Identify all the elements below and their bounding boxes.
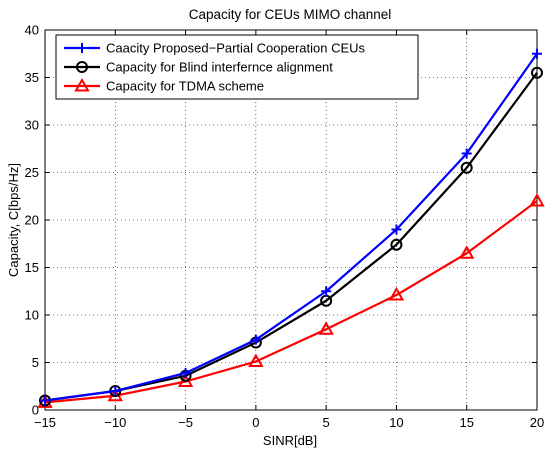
- data-point: [531, 66, 543, 79]
- x-tick-label: 5: [323, 415, 330, 430]
- y-tick-label: 0: [32, 403, 39, 418]
- data-point: [458, 245, 475, 259]
- series-line: [44, 72, 538, 402]
- x-tick-label: −5: [178, 415, 193, 430]
- data-point: [388, 287, 405, 301]
- y-tick-label: 5: [32, 355, 39, 370]
- x-tick-label: 20: [530, 415, 544, 430]
- x-axis-label: SINR[dB]: [263, 433, 317, 448]
- x-tick-labels: −15 −10 −5 0 5 10 15 20: [34, 415, 544, 430]
- data-point: [321, 286, 332, 297]
- y-tick-label: 25: [25, 165, 39, 180]
- y-tick-label: 30: [25, 118, 39, 133]
- data-point: [461, 148, 472, 159]
- data-point: [390, 238, 403, 251]
- data-point: [532, 48, 542, 59]
- data-point: [180, 367, 191, 378]
- legend-box: [55, 34, 419, 100]
- y-tick-label: 10: [25, 308, 39, 323]
- data-point: [318, 321, 334, 335]
- y-tick-label: 40: [25, 23, 39, 38]
- y-tick-label: 15: [25, 260, 39, 275]
- data-point: [529, 192, 545, 207]
- series-lines: [37, 48, 545, 408]
- data-point: [110, 386, 121, 396]
- legend-label: Capacity for Blind interfernce alignment: [106, 60, 333, 75]
- x-tick-label: 0: [252, 415, 259, 430]
- data-point: [37, 394, 53, 408]
- x-tick-label: −15: [34, 415, 56, 430]
- data-point: [250, 334, 261, 345]
- legend-marker: [76, 61, 88, 73]
- series-2: [37, 192, 545, 408]
- legend-label: Caacity Proposed−Partial Cooperation CEU…: [106, 41, 366, 56]
- y-axis-label: Capacity, C[bps/Hz]: [6, 163, 21, 277]
- x-tick-label: 10: [389, 415, 403, 430]
- x-tick-label: −10: [104, 415, 126, 430]
- data-point: [40, 395, 50, 406]
- legend-label: Capacity for TDMA scheme: [106, 79, 264, 94]
- data-point: [460, 161, 473, 174]
- tick-marks: [44, 29, 538, 411]
- series-line: [44, 53, 538, 402]
- x-tick-label: 15: [459, 415, 473, 430]
- data-point: [391, 224, 402, 235]
- chart-title: Capacity for CEUs MIMO channel: [189, 7, 392, 22]
- y-tick-labels: 0 5 10 15 20 25 30 35 40: [25, 23, 39, 418]
- series-line: [44, 200, 538, 404]
- legend-marker: [77, 43, 87, 53]
- y-tick-label: 20: [25, 213, 39, 228]
- legend-marker: [74, 77, 90, 92]
- series-0: [40, 48, 542, 406]
- data-point: [248, 353, 264, 368]
- y-tick-label: 35: [25, 70, 39, 85]
- legend: Caacity Proposed−Partial Cooperation CEU…: [55, 34, 419, 100]
